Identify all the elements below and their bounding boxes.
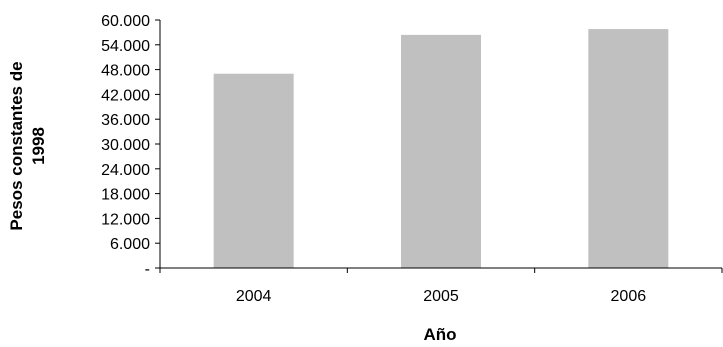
x-tick-label: 2005 xyxy=(423,288,459,305)
y-tick-label: 42.000 xyxy=(101,87,150,104)
y-tick-label: 36.000 xyxy=(101,112,150,129)
y-axis: - 6.000 12.000 18.000 24.000 30.000 36.000 42.0… xyxy=(101,13,161,278)
bars xyxy=(213,29,669,268)
y-axis-title-line-1: Pesos constantes de xyxy=(7,61,26,230)
y-tick-label: 24.000 xyxy=(101,162,150,179)
y-tick-label: - xyxy=(145,261,150,278)
y-tick-label: 30.000 xyxy=(101,137,150,154)
y-tick-label: 54.000 xyxy=(101,38,150,55)
y-tick-label: 60.000 xyxy=(101,13,150,30)
y-tick-label: 18.000 xyxy=(101,187,150,204)
x-axis-title: Año xyxy=(423,325,456,344)
x-axis: 2004 2005 2006 xyxy=(159,267,723,305)
y-tick-label: 12.000 xyxy=(101,211,150,228)
bar-2005 xyxy=(401,34,481,268)
x-tick-label: 2006 xyxy=(611,288,647,305)
x-tick-label: 2004 xyxy=(236,288,272,305)
y-tick-label: 48.000 xyxy=(101,63,150,80)
y-axis-title: Pesos constantes de 1998 xyxy=(7,61,48,230)
bar-2006 xyxy=(588,29,669,268)
bar-2004 xyxy=(213,73,294,268)
y-tick-label: 6.000 xyxy=(110,236,150,253)
y-axis-title-line-2: 1998 xyxy=(29,127,48,165)
